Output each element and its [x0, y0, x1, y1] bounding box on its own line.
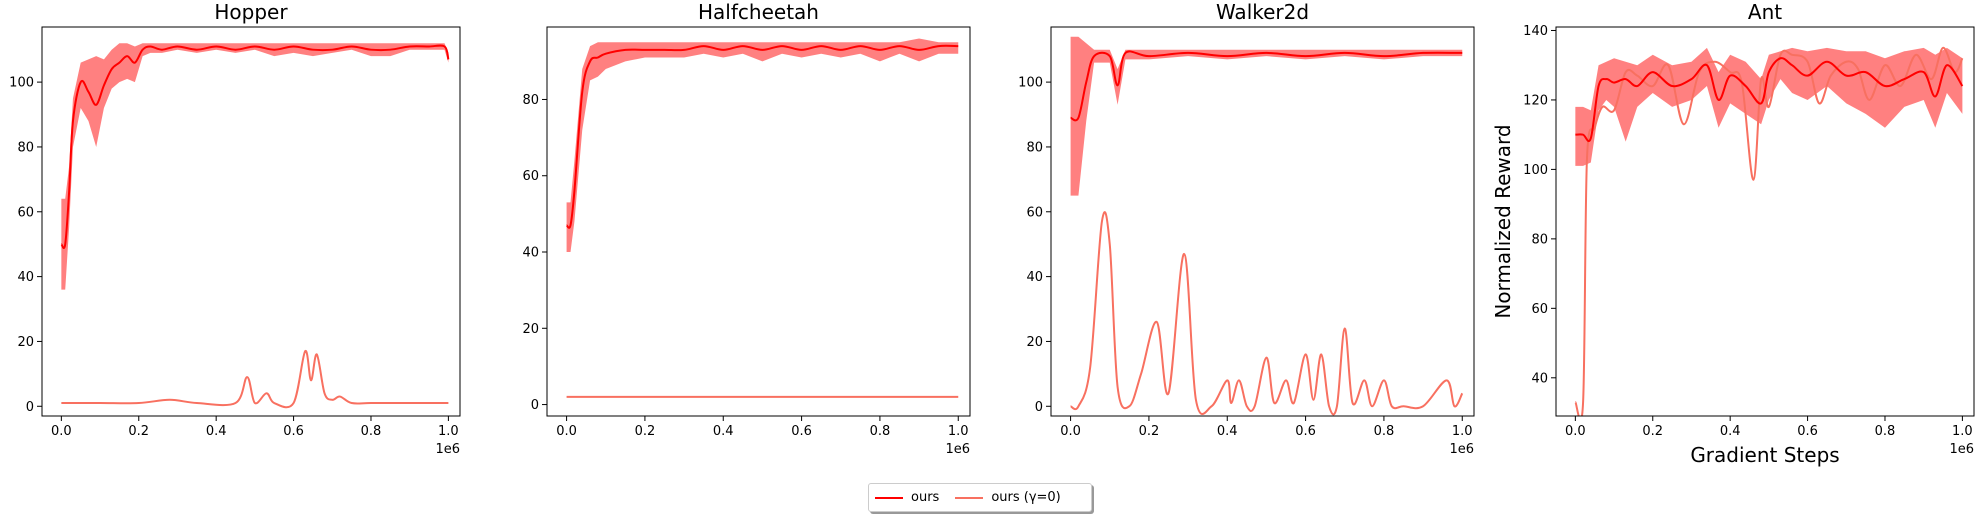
x-tick-label: 0.6 [791, 424, 812, 439]
axes-frame [546, 26, 971, 417]
confidence-band [1070, 36, 1463, 196]
x-offset-label: 1e6 [1949, 442, 1974, 457]
chart-title: Ant [1748, 0, 1782, 24]
axes-frame [1050, 26, 1475, 417]
y-tick-label: 20 [1026, 335, 1043, 350]
y-tick-label: 80 [1026, 140, 1043, 155]
chart-title: Halfcheetah [698, 0, 819, 24]
plot-area [60, 43, 450, 409]
series-line-ours [1070, 50, 1463, 122]
chart-halfcheetah: 0.0 0.2 0.4 0.6 0.8 1.0 0 20 40 60 80 1e6 Halfcheeta… [522, 0, 971, 457]
x-tick-label: 0.0 [1565, 424, 1586, 439]
y-tick-label: 20 [522, 322, 539, 337]
confidence-band [61, 43, 449, 290]
legend-swatch-ours-gamma0 [955, 496, 984, 499]
chart-ant: 0.0 0.2 0.4 0.6 0.8 1.0 40 60 80 100 120 140 1e6 Ant G… [1491, 0, 1975, 467]
x-tick-label: 0.4 [713, 424, 734, 439]
y-tick-label: 40 [1026, 270, 1043, 285]
x-tick-label: 0.8 [361, 424, 382, 439]
x-tick-label: 0.4 [1720, 424, 1741, 439]
x-tick-label: 1.0 [1952, 424, 1973, 439]
x-axis-label: Gradient Steps [1690, 443, 1839, 467]
x-tick-label: 0.2 [128, 424, 149, 439]
legend-label-ours: ours [911, 490, 940, 505]
x-offset-label: 1e6 [435, 442, 460, 457]
chart-walker2d: 0.0 0.2 0.4 0.6 0.8 1.0 0 20 40 60 80 100 1e6 Walker2… [1018, 0, 1475, 457]
y-tick-label: 100 [1523, 163, 1548, 178]
x-tick-label: 1.0 [948, 424, 969, 439]
y-tick-label: 20 [17, 335, 34, 350]
legend-item-ours: ours [875, 490, 939, 505]
x-tick-label: 1.0 [1452, 424, 1473, 439]
x-tick-label: 1.0 [438, 424, 459, 439]
plot-area [1574, 46, 1964, 416]
series-line-ours [60, 44, 450, 249]
plot-area [1070, 36, 1464, 416]
y-tick-label: 40 [1531, 371, 1548, 386]
x-tick-label: 0.6 [283, 424, 304, 439]
y-tick-label: 60 [1531, 302, 1548, 317]
x-offset-label: 1e6 [1449, 442, 1474, 457]
legend-item-ours-gamma0: ours (γ=0) [955, 490, 1061, 505]
x-tick-label: 0.2 [635, 424, 656, 439]
y-tick-label: 0 [531, 398, 539, 413]
legend: ours ours (γ=0) [868, 483, 1092, 512]
y-tick-label: 80 [1531, 232, 1548, 247]
confidence-band [566, 38, 959, 253]
series-line-ours-gamma0 [1070, 211, 1464, 416]
legend-swatch-ours [875, 496, 903, 499]
x-tick-label: 0.0 [556, 424, 577, 439]
series-line-ours [565, 44, 959, 229]
legend-label-ours-gamma0: ours (γ=0) [991, 490, 1061, 505]
y-axis-label: Normalized Reward [1491, 124, 1515, 318]
chart-hopper: 0.0 0.2 0.4 0.6 0.8 1.0 0 20 40 60 80 100 1e6 Hopper [9, 0, 461, 457]
x-tick-label: 0.8 [1875, 424, 1896, 439]
y-tick-label: 60 [17, 205, 34, 220]
y-tick-label: 0 [26, 400, 34, 415]
plot-area [565, 38, 959, 398]
x-tick-label: 0.2 [1642, 424, 1663, 439]
series-line-ours [1575, 57, 1964, 143]
x-tick-label: 0.0 [51, 424, 72, 439]
chart-title: Hopper [214, 0, 288, 24]
axes-frame [1555, 26, 1975, 417]
y-tick-label: 140 [1523, 24, 1548, 39]
x-tick-label: 0.8 [870, 424, 891, 439]
y-tick-label: 60 [1026, 205, 1043, 220]
x-tick-label: 0.6 [1295, 424, 1316, 439]
y-tick-label: 0 [1035, 400, 1043, 415]
y-tick-label: 80 [17, 140, 34, 155]
x-tick-label: 0.8 [1374, 424, 1395, 439]
series-line-ours-gamma0 [1574, 46, 1964, 416]
y-tick-label: 100 [1018, 76, 1043, 91]
y-tick-label: 120 [1523, 93, 1548, 108]
series-line-ours-gamma0 [61, 350, 449, 409]
y-tick-label: 40 [17, 270, 34, 285]
x-tick-label: 0.4 [1217, 424, 1238, 439]
x-tick-label: 0.4 [206, 424, 227, 439]
chart-title: Walker2d [1216, 0, 1309, 24]
y-tick-label: 100 [9, 76, 34, 91]
y-tick-label: 40 [522, 246, 539, 261]
y-tick-label: 80 [522, 93, 539, 108]
axes-frame [41, 26, 461, 417]
x-offset-label: 1e6 [945, 442, 970, 457]
x-tick-label: 0.0 [1060, 424, 1081, 439]
y-tick-label: 60 [522, 169, 539, 184]
x-tick-label: 0.2 [1139, 424, 1160, 439]
x-tick-label: 0.6 [1797, 424, 1818, 439]
